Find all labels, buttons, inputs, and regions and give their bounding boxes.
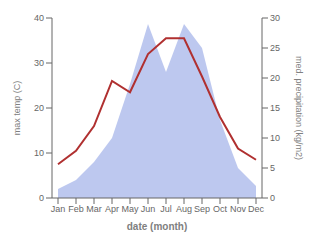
svg-text:40: 40 [34, 13, 44, 23]
svg-text:Jan: Jan [51, 204, 66, 214]
svg-text:0: 0 [270, 193, 275, 203]
svg-text:Dec: Dec [248, 204, 265, 214]
svg-text:30: 30 [270, 13, 280, 23]
svg-text:30: 30 [34, 58, 44, 68]
svg-text:med. precipitation (kg/m2): med. precipitation (kg/m2) [294, 56, 304, 160]
svg-text:10: 10 [34, 148, 44, 158]
svg-text:5: 5 [270, 163, 275, 173]
svg-text:max temp (C): max temp (C) [12, 81, 22, 136]
svg-text:10: 10 [270, 133, 280, 143]
svg-text:May: May [121, 204, 139, 214]
svg-text:date (month): date (month) [127, 221, 188, 232]
svg-text:15: 15 [270, 103, 280, 113]
svg-text:Jul: Jul [160, 204, 172, 214]
svg-text:Apr: Apr [105, 204, 119, 214]
svg-text:Sep: Sep [194, 204, 210, 214]
svg-text:Aug: Aug [176, 204, 192, 214]
svg-text:0: 0 [39, 193, 44, 203]
svg-text:Oct: Oct [213, 204, 228, 214]
svg-text:Mar: Mar [86, 204, 102, 214]
svg-text:Feb: Feb [68, 204, 84, 214]
svg-text:20: 20 [34, 103, 44, 113]
svg-text:25: 25 [270, 43, 280, 53]
svg-text:Nov: Nov [230, 204, 247, 214]
svg-text:Jun: Jun [141, 204, 156, 214]
svg-text:20: 20 [270, 73, 280, 83]
